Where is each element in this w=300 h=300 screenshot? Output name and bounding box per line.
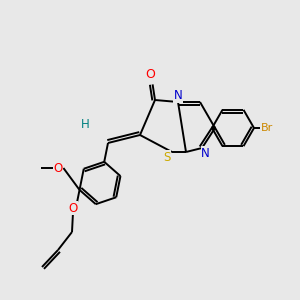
- Text: Br: Br: [260, 123, 273, 133]
- Text: O: O: [68, 202, 78, 214]
- Text: N: N: [201, 147, 210, 160]
- Text: O: O: [145, 68, 155, 82]
- Text: H: H: [81, 118, 89, 131]
- Text: S: S: [163, 151, 170, 164]
- Text: O: O: [53, 161, 63, 175]
- Text: N: N: [174, 89, 182, 103]
